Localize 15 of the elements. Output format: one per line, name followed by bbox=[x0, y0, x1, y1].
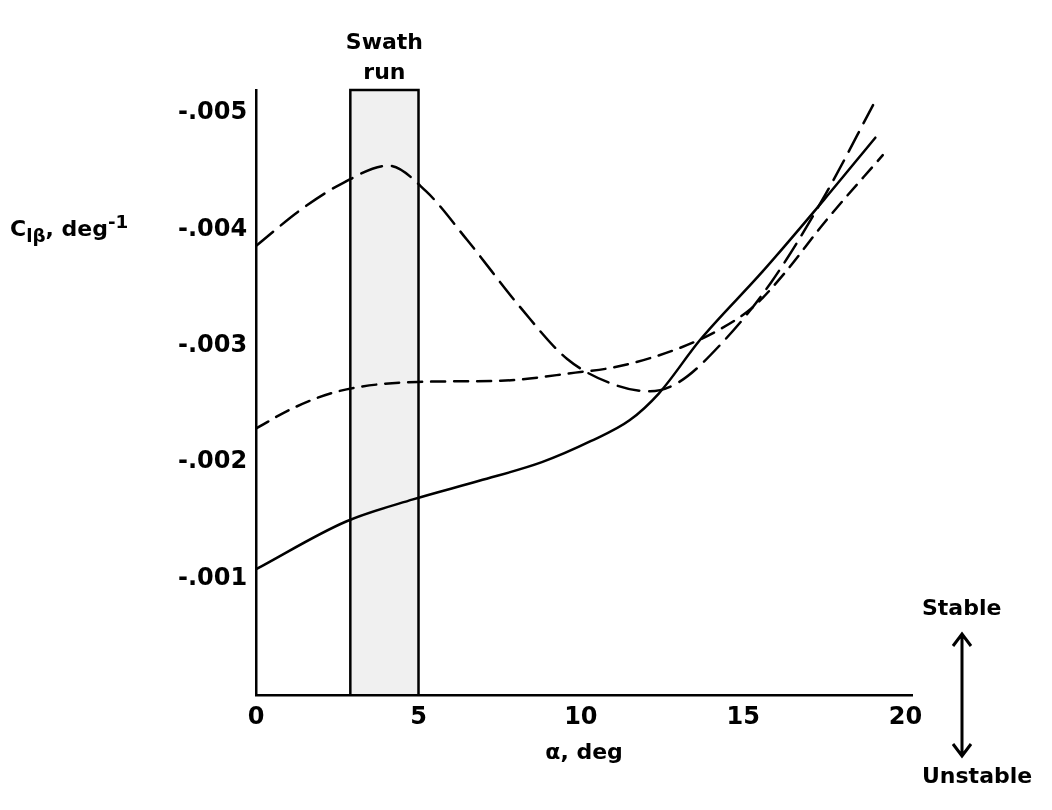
y-tick-label: -.004 bbox=[177, 213, 248, 242]
text: Unstable bbox=[922, 762, 1033, 788]
x-tick-label: 15 bbox=[726, 702, 760, 731]
band-label: Swath run bbox=[345, 28, 424, 84]
x-tick-label: 0 bbox=[247, 702, 265, 731]
x-tick-label: 20 bbox=[888, 702, 923, 731]
text: Stable bbox=[922, 594, 1002, 620]
y-axis-title: C$_{lβ}$, deg$^{-1}$ bbox=[10, 210, 129, 246]
x-tick-label: 10 bbox=[564, 702, 598, 731]
y-tick-label: -.003 bbox=[177, 330, 248, 359]
y-tick-label: -.001 bbox=[177, 562, 248, 591]
x-tick-label: 5 bbox=[410, 702, 427, 731]
x-axis-title: α, deg bbox=[545, 738, 623, 764]
y-tick-label: -.005 bbox=[177, 97, 248, 126]
y-tick-label: -.002 bbox=[177, 446, 248, 475]
